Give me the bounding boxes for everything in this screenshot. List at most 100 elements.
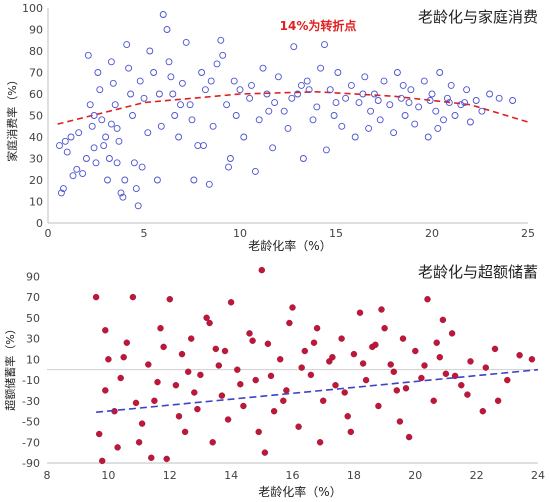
- data-point: [136, 77, 144, 85]
- data-point: [197, 371, 204, 379]
- x-tick-label: 12: [163, 469, 177, 482]
- data-point: [299, 155, 307, 162]
- axes: [47, 8, 528, 224]
- data-point: [129, 293, 137, 301]
- data-point: [114, 444, 121, 451]
- data-point: [464, 391, 471, 398]
- data-point: [127, 90, 135, 98]
- data-point: [390, 368, 397, 375]
- data-point: [467, 358, 474, 365]
- chart-excess-savings: 老龄化与超额储蓄 老龄化率（%） 超额储蓄率（%） 8 10 12 14 16 18 20 2…: [3, 263, 545, 499]
- y-tick-label: 10: [26, 353, 40, 366]
- data-point: [402, 385, 410, 392]
- data-point: [145, 361, 152, 368]
- data-points: [92, 266, 536, 465]
- data-point: [230, 77, 238, 85]
- data-point: [175, 133, 183, 141]
- data-point: [135, 439, 143, 446]
- data-point: [206, 319, 213, 327]
- data-point: [237, 381, 244, 388]
- data-point: [219, 51, 227, 59]
- data-point: [258, 266, 265, 274]
- trend-line: [96, 368, 539, 413]
- data-point: [102, 327, 109, 334]
- y-tick-label: -70: [22, 436, 40, 449]
- data-point: [153, 176, 161, 184]
- data-point: [424, 133, 432, 141]
- data-point: [117, 189, 125, 197]
- axes: [47, 369, 538, 464]
- data-point: [351, 133, 359, 141]
- data-point: [361, 73, 369, 81]
- data-point: [184, 368, 192, 375]
- data-point: [428, 90, 436, 98]
- data-point: [424, 296, 431, 303]
- data-point: [102, 387, 109, 394]
- x-tick-label: 10: [233, 227, 247, 240]
- data-point: [232, 112, 240, 119]
- data-point: [107, 120, 115, 128]
- data-point: [355, 99, 363, 107]
- data-point: [486, 90, 494, 98]
- data-point: [201, 86, 209, 94]
- data-point: [226, 155, 234, 162]
- data-point: [98, 116, 106, 124]
- data-point: [267, 372, 275, 380]
- data-point: [234, 366, 241, 373]
- data-point: [86, 101, 94, 109]
- data-point: [367, 107, 375, 115]
- data-point: [194, 405, 201, 413]
- data-point: [146, 47, 154, 55]
- trend-line: [57, 90, 529, 125]
- data-point: [359, 360, 367, 367]
- data-point: [397, 94, 405, 102]
- data-point: [405, 433, 413, 441]
- x-tick-label: 5: [141, 227, 148, 240]
- data-point: [301, 347, 308, 355]
- data-point: [372, 341, 379, 348]
- data-point: [63, 148, 71, 156]
- data-point: [157, 325, 164, 332]
- data-point: [271, 99, 279, 107]
- data-point: [430, 397, 437, 404]
- tick-labels: 8 10 12 14 16 18 20 22 24 90 70 50 30 10 -10 -30 -50 -70 -…: [22, 270, 545, 482]
- data-point: [399, 81, 407, 89]
- data-point: [187, 335, 195, 342]
- data-point: [264, 340, 272, 347]
- data-point: [123, 339, 131, 346]
- data-point: [138, 420, 146, 427]
- data-point: [190, 176, 198, 184]
- data-point: [75, 129, 83, 137]
- y-tick-label: -90: [22, 457, 40, 470]
- data-point: [95, 430, 103, 438]
- data-point: [482, 364, 489, 371]
- trend-line-linear: [96, 368, 539, 413]
- data-point: [88, 122, 96, 130]
- data-point: [151, 397, 158, 404]
- data-point: [177, 101, 184, 109]
- data-point: [172, 382, 180, 389]
- data-point: [148, 454, 155, 461]
- x-tick-label: 25: [521, 227, 535, 240]
- y-tick-label: -10: [22, 374, 40, 387]
- data-point: [107, 58, 115, 66]
- data-point: [478, 107, 486, 115]
- x-tick-label: 16: [286, 469, 300, 482]
- y-tick-label: -50: [22, 416, 40, 429]
- data-point: [479, 408, 486, 415]
- data-point: [280, 397, 287, 404]
- data-point: [421, 362, 428, 369]
- data-point: [393, 387, 400, 394]
- y-tick-label: -30: [22, 395, 40, 408]
- data-point: [221, 347, 229, 355]
- data-point: [380, 77, 388, 85]
- data-point: [155, 90, 163, 98]
- data-point: [326, 86, 334, 94]
- data-point: [310, 339, 318, 346]
- data-point: [225, 163, 232, 171]
- data-point: [236, 86, 244, 94]
- data-point: [303, 77, 311, 85]
- x-tick-label: 22: [470, 469, 484, 482]
- data-point: [451, 372, 459, 380]
